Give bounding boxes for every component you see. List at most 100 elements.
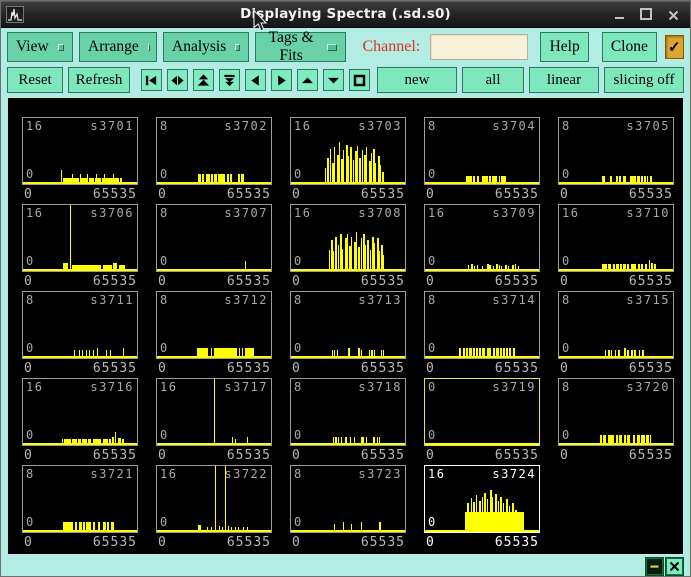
spectrum-plot-s3703[interactable]: 16 s3703 0 0 65535 [290,117,406,204]
spectrum-plot-s3707[interactable]: 8 s3707 0 0 65535 [156,204,272,291]
histogram-bar [466,176,473,182]
double-down-button[interactable] [219,69,240,91]
spectrum-plot-s3705[interactable]: 8 s3705 0 0 65535 [558,117,674,204]
spectrum-plot-s3708[interactable]: 16 s3708 0 0 65535 [290,204,406,291]
y-min-label: 0 [26,254,35,268]
view-menu-button[interactable]: View [7,32,73,62]
histogram-bar [352,160,354,182]
all-button[interactable]: all [462,67,524,93]
histogram-bar [77,439,81,443]
double-up-button[interactable] [193,69,214,91]
help-button[interactable]: Help [540,32,590,62]
linear-button[interactable]: linear [529,67,599,93]
plot-box[interactable]: 16 s3716 0 [22,378,138,446]
histogram-bar [627,264,630,269]
plot-box[interactable]: 16 s3717 0 [156,378,272,446]
new-button[interactable]: new [377,67,457,93]
plot-box[interactable]: 8 s3702 0 [156,117,272,185]
histogram-bar [329,149,331,182]
y-min-label: 0 [160,254,169,268]
spectrum-plot-s3719[interactable]: 0 s3719 0 0 65535 [424,378,540,465]
histogram-bar [353,437,355,443]
histogram-bar [472,348,475,356]
analysis-menu-button[interactable]: Analysis [163,32,249,62]
spectrum-plot-s3717[interactable]: 16 s3717 0 0 65535 [156,378,272,465]
plot-box[interactable]: 8 s3711 0 [22,291,138,359]
plot-box[interactable]: 0 s3719 0 [424,378,540,446]
plot-box[interactable]: 8 s3720 0 [558,378,674,446]
histogram-bar [622,176,626,182]
x-max-label: 65535 [92,187,137,202]
panel-minimize-button[interactable] [646,558,663,575]
expand-horizontal-icon [171,75,184,85]
panel-close-button[interactable] [666,558,683,575]
y-min-label: 0 [428,428,437,442]
spectrum-plot-s3721[interactable]: 8 s3721 0 0 65535 [22,465,138,552]
spectrum-plot-s3720[interactable]: 8 s3720 0 0 65535 [558,378,674,465]
spectrum-plot-s3715[interactable]: 8 s3715 0 0 65535 [558,291,674,378]
full-view-button[interactable] [349,69,370,91]
plot-box[interactable]: 8 s3705 0 [558,117,674,185]
histogram-bar [482,176,488,182]
menu-dash-icon [327,43,338,51]
histogram-bar [358,247,361,269]
slicing-toggle-button[interactable]: slicing off [604,67,684,93]
tags-fits-menu-button[interactable]: Tags & Fits [255,29,347,64]
maximize-button[interactable] [639,7,653,21]
plot-box[interactable]: 8 s3712 0 [156,291,272,359]
spectrum-plot-s3724[interactable]: 16 s3724 0 0 65535 [424,465,540,552]
spectrum-plot-s3704[interactable]: 8 s3704 0 0 65535 [424,117,540,204]
plot-box[interactable]: 16 s3710 0 [558,204,674,272]
plot-box[interactable]: 16 s3724 0 [424,465,540,533]
histogram-bar [653,264,656,269]
histogram-bar [225,466,227,530]
refresh-button[interactable]: Refresh [68,67,130,93]
spectrum-plot-s3722[interactable]: 16 s3722 0 0 65535 [156,465,272,552]
clone-button[interactable]: Clone [602,32,657,62]
plot-box[interactable]: 8 s3707 0 [156,204,272,272]
up-button[interactable] [297,69,318,91]
plot-box[interactable]: 16 s3706 0 [22,204,138,272]
spectrum-plot-s3723[interactable]: 8 s3723 0 0 65535 [290,465,406,552]
spectrum-plot-s3701[interactable]: 16 s3701 0 0 65535 [22,117,138,204]
spectrum-plot-s3712[interactable]: 8 s3712 0 0 65535 [156,291,272,378]
plot-box[interactable]: 16 s3708 0 [290,204,406,272]
spectrum-plot-s3709[interactable]: 16 s3709 0 0 65535 [424,204,540,291]
spectrum-plot-s3711[interactable]: 8 s3711 0 0 65535 [22,291,138,378]
spectrum-plot-s3702[interactable]: 8 s3702 0 0 65535 [156,117,272,204]
channel-input[interactable] [430,34,529,60]
auto-update-checkbox[interactable]: ✓ [664,35,684,59]
plot-box[interactable]: 8 s3718 0 [290,378,406,446]
plot-box[interactable]: 8 s3715 0 [558,291,674,359]
reset-button[interactable]: Reset [7,67,63,93]
plot-box[interactable]: 16 s3701 0 [22,117,138,185]
histogram-bar [650,435,652,443]
spectrum-plot-s3706[interactable]: 16 s3706 0 0 65535 [22,204,138,291]
histogram-bar [378,437,380,443]
arrange-menu-button[interactable]: Arrange [79,32,157,62]
histogram-bar [362,234,365,269]
plot-box[interactable]: 8 s3714 0 [424,291,540,359]
plot-box[interactable]: 8 s3721 0 [22,465,138,533]
plot-box[interactable]: 8 s3713 0 [290,291,406,359]
plot-box[interactable]: 16 s3703 0 [290,117,406,185]
skip-first-button[interactable] [141,69,162,91]
spectrum-plot-s3716[interactable]: 16 s3716 0 0 65535 [22,378,138,465]
plot-box[interactable]: 8 s3704 0 [424,117,540,185]
spectrum-plot-s3710[interactable]: 16 s3710 0 0 65535 [558,204,674,291]
spectrum-plot-s3718[interactable]: 8 s3718 0 0 65535 [290,378,406,465]
spectrum-plot-s3713[interactable]: 8 s3713 0 0 65535 [290,291,406,378]
plot-box[interactable]: 8 s3723 0 [290,465,406,533]
spectrum-plot-s3714[interactable]: 8 s3714 0 0 65535 [424,291,540,378]
histogram-bar [325,168,327,182]
plot-box[interactable]: 16 s3709 0 [424,204,540,272]
titlebar[interactable]: Displaying Spectra (.sd.s0) [1,1,690,28]
down-button[interactable] [323,69,344,91]
window-title: Displaying Spectra (.sd.s0) [240,6,451,22]
minimize-button[interactable] [612,7,626,21]
step-right-button[interactable] [271,69,292,91]
plot-box[interactable]: 16 s3722 0 [156,465,272,533]
expand-horizontal-button[interactable] [167,69,188,91]
close-button[interactable] [666,7,680,21]
step-left-button[interactable] [245,69,266,91]
